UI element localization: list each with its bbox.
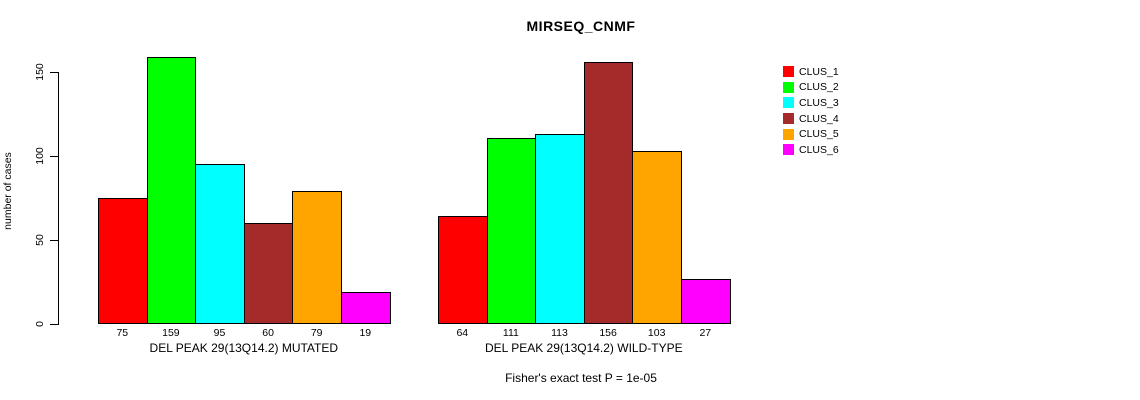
bar-clus_6-group2 <box>681 278 731 324</box>
legend-swatch-icon <box>783 113 794 125</box>
legend-swatch-icon <box>783 128 794 140</box>
y-tick-label: 0 <box>34 321 46 327</box>
bar-value-label: 19 <box>359 327 372 339</box>
bar-value-label: 111 <box>502 327 519 339</box>
y-tick-mark <box>50 239 58 241</box>
chart-title: MIRSEQ_CNMF <box>526 18 636 34</box>
bar-clus_2-group2 <box>486 137 537 324</box>
legend-entry-clus_4: CLUS_4 <box>783 111 839 127</box>
y-tick-label: 50 <box>34 234 46 246</box>
legend-label: CLUS_3 <box>799 96 839 109</box>
bar-clus_4-group1 <box>243 223 294 324</box>
legend-swatch-icon <box>783 144 794 156</box>
bar-clus_1-group2 <box>438 216 488 324</box>
group-label-2: DEL PEAK 29(13Q14.2) WILD-TYPE <box>484 341 683 355</box>
legend-swatch-icon <box>783 81 794 93</box>
y-axis-label: number of cases <box>2 152 14 230</box>
legend-entry-clus_6: CLUS_6 <box>783 142 839 158</box>
bar-clus_3-group1 <box>195 164 245 324</box>
legend-label: CLUS_6 <box>799 143 839 156</box>
annotation-text: Fisher's exact test P = 1e-05 <box>505 371 657 385</box>
legend-swatch-icon <box>783 66 794 78</box>
bar-value-label: 103 <box>647 327 666 339</box>
bar-clus_1-group1 <box>98 198 148 324</box>
legend-entry-clus_1: CLUS_1 <box>783 64 839 80</box>
y-tick-mark <box>50 323 58 325</box>
bar-clus_5-group1 <box>292 191 342 324</box>
legend-swatch-icon <box>783 97 794 109</box>
legend-entry-clus_5: CLUS_5 <box>783 126 839 142</box>
legend-entry-clus_2: CLUS_2 <box>783 80 839 96</box>
bar-value-label: 156 <box>599 327 617 339</box>
bar-value-label: 60 <box>262 327 274 339</box>
legend-label: CLUS_1 <box>799 65 839 78</box>
bar-value-label: 64 <box>456 327 469 339</box>
legend-label: CLUS_4 <box>799 112 839 125</box>
bar-clus_4-group2 <box>583 61 634 324</box>
bar-clus_3-group2 <box>535 134 585 324</box>
bar-value-label: 75 <box>116 327 129 339</box>
bar-clus_5-group2 <box>632 150 682 324</box>
legend-entry-clus_3: CLUS_3 <box>783 95 839 111</box>
y-tick-mark <box>50 71 58 73</box>
bar-value-label: 27 <box>699 327 712 339</box>
y-axis-line <box>58 72 59 325</box>
y-tick-mark <box>50 155 58 157</box>
y-tick-label: 100 <box>34 147 46 165</box>
legend: CLUS_1 CLUS_2 CLUS_3 CLUS_4 CLUS_5 CLUS_6 <box>783 64 839 158</box>
bar-clus_6-group1 <box>341 292 391 324</box>
group-label-1: DEL PEAK 29(13Q14.2) MUTATED <box>149 341 339 355</box>
bar-value-label: 79 <box>310 327 323 339</box>
bar-value-label: 113 <box>551 327 568 339</box>
legend-label: CLUS_5 <box>799 128 839 141</box>
bar-clus_2-group1 <box>146 56 197 324</box>
legend-label: CLUS_2 <box>799 81 839 94</box>
y-tick-label: 150 <box>34 63 46 81</box>
bar-value-label: 159 <box>162 327 180 339</box>
bar-value-label: 95 <box>213 327 226 339</box>
